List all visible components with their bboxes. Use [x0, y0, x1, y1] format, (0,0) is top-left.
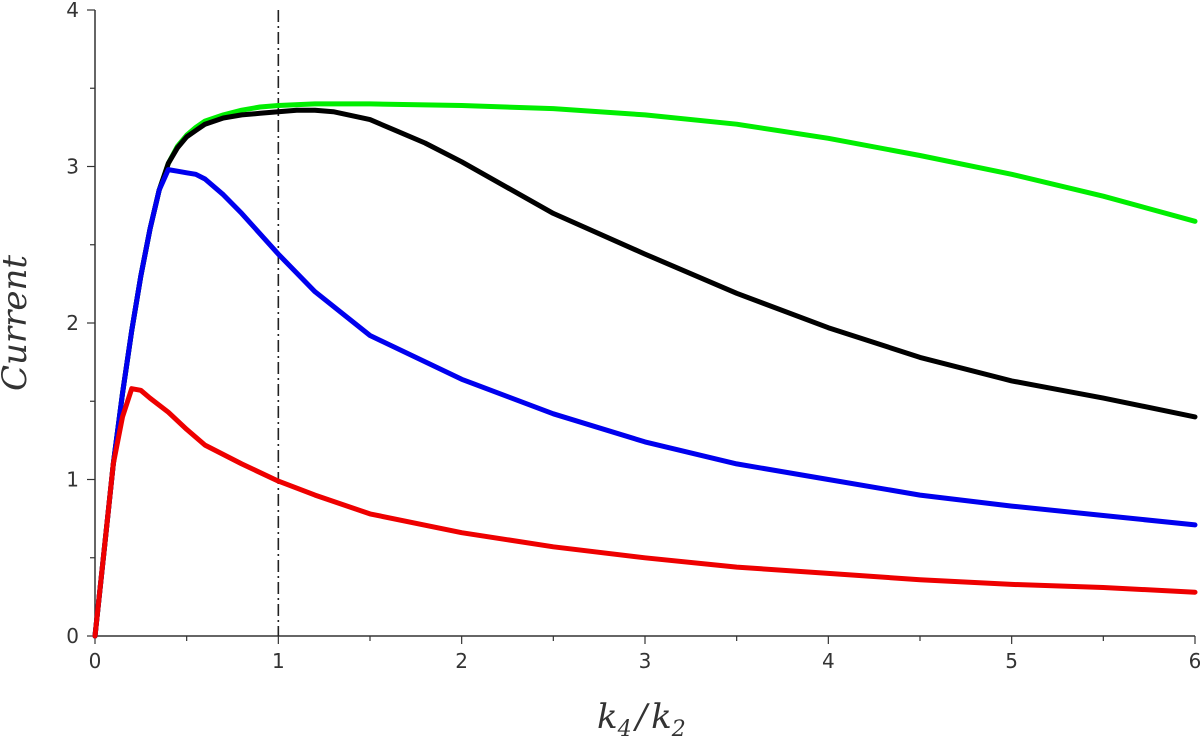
x-axis-title-sub1: 4 — [617, 717, 632, 742]
x-axis-title-sub2: 2 — [671, 717, 686, 742]
y-axis-title: Current — [0, 255, 35, 391]
y-tick-label: 2 — [66, 311, 79, 335]
y-tick-label: 3 — [66, 155, 79, 179]
x-tick-label: 5 — [1005, 649, 1018, 673]
x-axis-title: k4/k2 — [597, 697, 686, 742]
series-line-4 — [92, 386, 1198, 639]
x-axis-title-k1: k — [597, 697, 618, 737]
y-tick-label: 1 — [66, 468, 79, 492]
x-tick-label: 0 — [89, 649, 102, 673]
x-axis-title-slash: / — [633, 697, 651, 737]
x-tick-label: 3 — [639, 649, 652, 673]
x-axis-title-k2: k — [651, 697, 672, 737]
tick-labels: 0 1 2 3 4 5 6 0 1 2 3 4 — [66, 0, 1200, 673]
tick-marks — [87, 9, 1196, 644]
series-line-3 — [92, 167, 1198, 639]
series-lines — [92, 101, 1198, 639]
y-tick-label: 0 — [66, 624, 79, 648]
x-tick-label: 1 — [272, 649, 285, 673]
x-tick-label: 4 — [822, 649, 835, 673]
y-tick-label: 4 — [66, 0, 79, 22]
x-tick-label: 6 — [1189, 649, 1200, 673]
x-tick-label: 2 — [455, 649, 468, 673]
